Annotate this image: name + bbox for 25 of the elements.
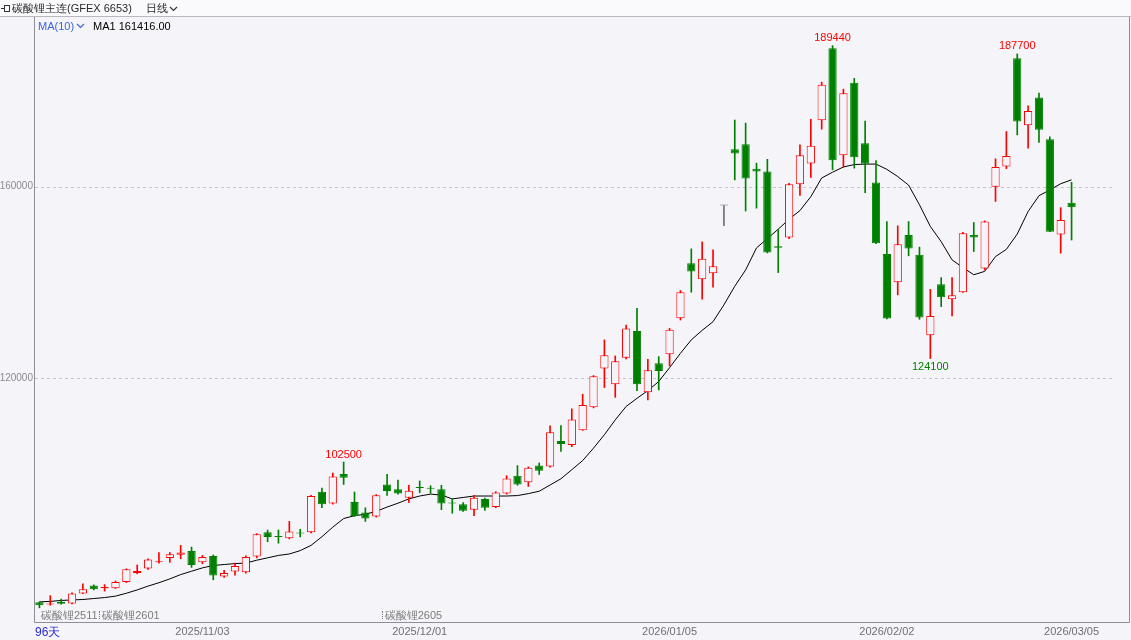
x-tick-label: 2026/01/05 [642,624,698,637]
text: 124100 [911,360,949,373]
annotation: 碳酸锂2601 [102,609,160,621]
candlestick [687,248,696,293]
x-tick-label: 2026/02/02 [859,624,915,637]
annotation: 碳酸锂2605 [384,609,443,621]
text: MA1 161416.00 [93,19,171,34]
chart-title: 碳酸锂主连(GFEX 6653) [12,2,132,15]
x-tick-label: 2026/03/05 [1044,624,1100,637]
candlestick [947,277,957,317]
y-tick-label: 160000 [0,180,34,192]
legend-title: MA(10) [38,19,75,34]
text: 187700 [998,39,1036,52]
text: 189440 [814,31,851,44]
x-tick-label: 2025/11/03 [175,624,230,637]
x-tick-label: 2025/12/01 [392,624,448,637]
candlestick [730,119,739,181]
candlestick [654,356,663,391]
annotation: 碳酸锂2511 [41,609,98,621]
chart-subtitle: 日线 [146,2,168,15]
text: 102500 [325,447,362,460]
candlestick [969,222,978,252]
y-tick-label: 120000 [0,371,34,383]
candlestick [708,249,718,288]
text: 96天 [35,625,61,639]
